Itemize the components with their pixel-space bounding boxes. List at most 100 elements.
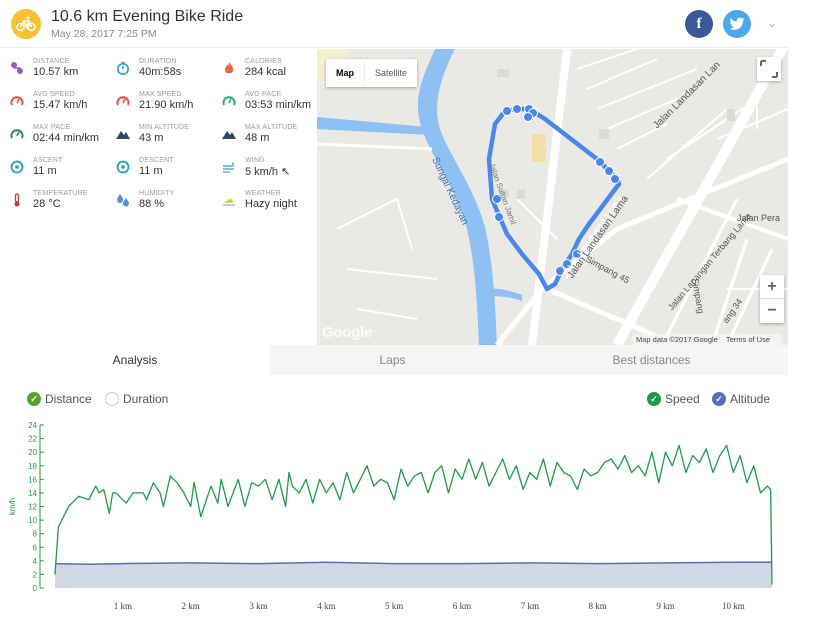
map-data-text: Map data ©2017 Google: [636, 335, 718, 344]
calories-icon: [222, 61, 236, 75]
stat-label: AVG SPEED: [33, 91, 75, 98]
chevron-down-icon[interactable]: ⌄: [766, 14, 778, 30]
stat-value: 284 kcal: [245, 66, 286, 78]
route-map[interactable]: Jalan Landasan Lan Jalan Landasan Lama J…: [317, 49, 788, 345]
stat-duration: DURATION 40m:58s: [116, 58, 220, 92]
altitude-toggle-label: Altitude: [730, 392, 771, 406]
stat-label: WIND: [245, 157, 265, 164]
stat-label: DISTANCE: [33, 58, 70, 65]
tab-analysis[interactable]: Analysis: [0, 345, 270, 375]
facebook-share-button[interactable]: f: [685, 10, 713, 38]
stat-calories: CALORIES 284 kcal: [222, 58, 326, 92]
zoom-in-button[interactable]: +: [760, 275, 784, 299]
stat-label: MAX SPEED: [139, 91, 182, 98]
stat-label: DESCENT: [139, 157, 174, 164]
stat-label: MAX PACE: [33, 124, 71, 131]
zoom-control: + −: [760, 275, 784, 323]
fullscreen-button[interactable]: [757, 57, 781, 81]
y-tick-label: 0: [33, 584, 38, 593]
avg-speed-icon: [10, 94, 24, 108]
y-tick-label: 12: [28, 503, 37, 512]
tab-laps[interactable]: Laps: [270, 345, 515, 375]
stat-value: 10.57 km: [33, 66, 79, 78]
x-tick-label: 1 km: [114, 601, 132, 611]
stat-max-pace: MAX PACE 02:44 min/km: [10, 124, 114, 158]
distance-toggle-label: Distance: [45, 392, 92, 406]
x-tick-label: 4 km: [317, 601, 335, 611]
analysis-tabs: Analysis Laps Best distances: [0, 345, 788, 375]
svg-text:Jalan Pera: Jalan Pera: [737, 213, 780, 223]
stat-max-altitude: MAX ALTITUDE 48 m: [222, 124, 326, 158]
stat-label: MIN ALTITUDE: [139, 124, 190, 131]
min-altitude-icon: [116, 127, 130, 141]
stat-min-altitude: MIN ALTITUDE 43 m: [116, 124, 220, 158]
twitter-share-button[interactable]: [723, 10, 751, 38]
google-logo: Google: [322, 324, 372, 341]
stat-label: CALORIES: [245, 58, 282, 65]
speed-toggle[interactable]: ✓ Speed: [647, 392, 700, 406]
avg-pace-icon: [222, 94, 236, 108]
tab-best-distances[interactable]: Best distances: [515, 345, 788, 375]
checked-icon: ✓: [712, 392, 726, 406]
activity-date: May 28, 2017 7:25 PM: [51, 28, 157, 40]
activity-header: 10.6 km Evening Bike Ride May 28, 2017 7…: [0, 0, 788, 48]
stat-label: TEMPERATURE: [33, 190, 88, 197]
stat-weather: WEATHER Hazy night: [222, 190, 326, 224]
y-tick-label: 24: [28, 421, 37, 430]
wind-icon: [222, 160, 236, 174]
y-tick-label: 20: [28, 448, 37, 457]
twitter-icon: [729, 17, 745, 30]
max-speed-icon: [116, 94, 130, 108]
checked-icon: ✓: [647, 392, 661, 406]
stat-label: MAX ALTITUDE: [245, 124, 298, 131]
speed-series-line: [54, 444, 773, 585]
duration-toggle[interactable]: Duration: [105, 392, 168, 406]
stat-value: 11 m: [33, 165, 57, 177]
altitude-series-line: [54, 561, 772, 565]
x-tick-label: 10 km: [722, 601, 745, 611]
temperature-icon: [10, 193, 24, 207]
stat-avg-pace: AVG PACE 03:53 min/km: [222, 91, 326, 125]
y-tick-label: 6: [33, 543, 38, 552]
max-pace-icon: [10, 127, 24, 141]
stat-value: 5 km/h ↖: [245, 166, 291, 178]
y-tick-label: 18: [28, 462, 37, 471]
x-tick-label: 6 km: [453, 601, 471, 611]
duration-icon: [116, 61, 130, 75]
stat-value: 28 °C: [33, 198, 61, 210]
stat-value: Hazy night: [245, 198, 297, 210]
map-type-satellite-button[interactable]: Satellite: [364, 59, 417, 87]
facebook-icon: f: [696, 15, 702, 32]
map-attribution: Map data ©2017 Google Terms of Use: [633, 334, 782, 345]
stat-humidity: HUMIDITY 88 %: [116, 190, 220, 224]
y-axis-label: km/h: [8, 498, 17, 515]
stat-ascent: ASCENT 11 m: [10, 157, 114, 191]
stat-value: 21.90 km/h: [139, 99, 194, 111]
bike-ride-icon: [11, 9, 41, 39]
y-tick-label: 16: [28, 475, 37, 484]
x-tick-label: 5 km: [385, 601, 403, 611]
stat-wind: WIND 5 km/h ↖: [222, 157, 326, 191]
distance-icon: [10, 61, 24, 75]
duration-toggle-label: Duration: [123, 392, 169, 406]
altitude-area: [55, 562, 772, 588]
humidity-icon: [116, 193, 130, 207]
stat-avg-speed: AVG SPEED 15.47 km/h: [10, 91, 114, 125]
distance-toggle[interactable]: ✓ Distance: [27, 392, 92, 406]
ascent-icon: [10, 160, 24, 174]
map-type-control: Map Satellite: [326, 59, 418, 87]
y-tick-label: 14: [28, 489, 37, 498]
x-tick-label: 9 km: [656, 601, 674, 611]
y-tick-label: 8: [33, 530, 38, 539]
activity-title: 10.6 km Evening Bike Ride: [51, 8, 244, 25]
zoom-out-button[interactable]: −: [767, 302, 777, 319]
altitude-toggle[interactable]: ✓ Altitude: [712, 392, 770, 406]
stat-value: 40m:58s: [139, 66, 182, 78]
stat-value: 03:53 min/km: [245, 99, 312, 111]
terms-of-use-link[interactable]: Terms of Use: [725, 335, 771, 344]
stat-label: AVG PACE: [245, 91, 282, 98]
stat-temperature: TEMPERATURE 28 °C: [10, 190, 114, 224]
map-type-map-button[interactable]: Map: [336, 68, 354, 78]
speed-toggle-label: Speed: [665, 392, 700, 406]
